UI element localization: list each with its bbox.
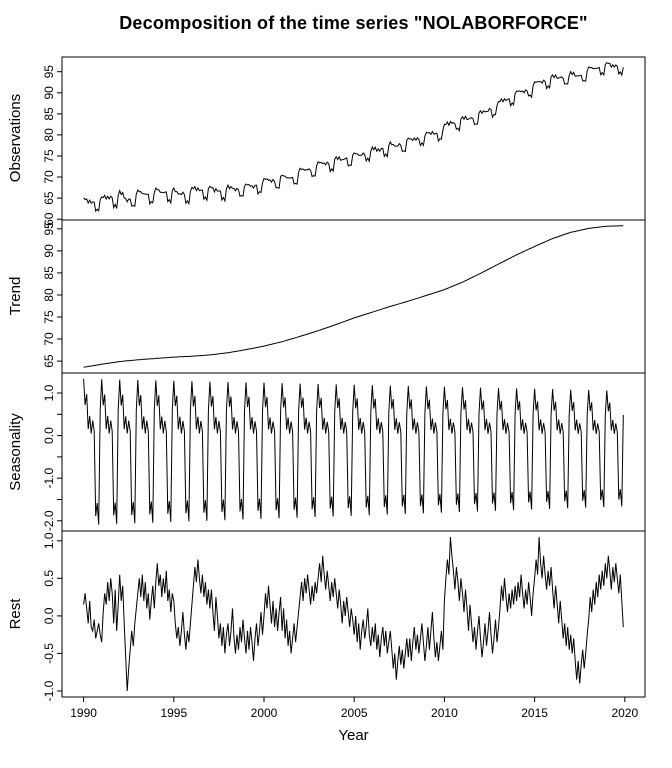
y-tick-label: 95 [42,65,56,79]
y-tick-label: 0.0 [42,427,56,444]
y-tick-label: 65 [42,354,56,368]
y-tick-label: 75 [42,149,56,163]
y-tick-label: 70 [42,170,56,184]
y-tick-label: 1.0 [42,532,56,549]
y-tick-label: 0.0 [42,607,56,624]
y-tick-label: 0.5 [42,570,56,587]
x-tick-label: 2020 [611,706,638,720]
y-tick-label: -2.0 [42,510,56,531]
plot-border [61,56,646,698]
y-tick-label: 80 [42,128,56,142]
y-tick-label: 95 [42,222,56,236]
chart-title: Decomposition of the time series "NOLABO… [119,13,588,33]
y-tick-label: 85 [42,266,56,280]
x-tick-label: 2005 [341,706,368,720]
y-tick-label: 70 [42,332,56,346]
y-tick-label: -1.0 [42,680,56,701]
seasonality-line [83,378,624,525]
y-tick-label: -1.0 [42,468,56,489]
x-tick-label: 2000 [251,706,278,720]
y-tick-label: 90 [42,244,56,258]
y-tick-label: 90 [42,86,56,100]
x-tick-label: 2010 [431,706,458,720]
y-tick-label: 85 [42,107,56,121]
x-tick-label: 1990 [70,706,97,720]
y-tick-label: 75 [42,310,56,324]
y-tick-label: 65 [42,191,56,205]
rest-line [83,536,624,692]
y-tick-label: 1.0 [42,384,56,401]
y-tick-label: -0.5 [42,643,56,664]
x-tick-label: 1995 [160,706,187,720]
x-tick-label: 2015 [521,706,548,720]
y-axis-title-rest: Rest [7,598,24,630]
y-tick-label: 60 [42,212,56,226]
trend-line [83,225,624,368]
sum-line [83,61,624,213]
x-axis-title: Year [338,727,369,744]
y-tick-label: 80 [42,288,56,302]
